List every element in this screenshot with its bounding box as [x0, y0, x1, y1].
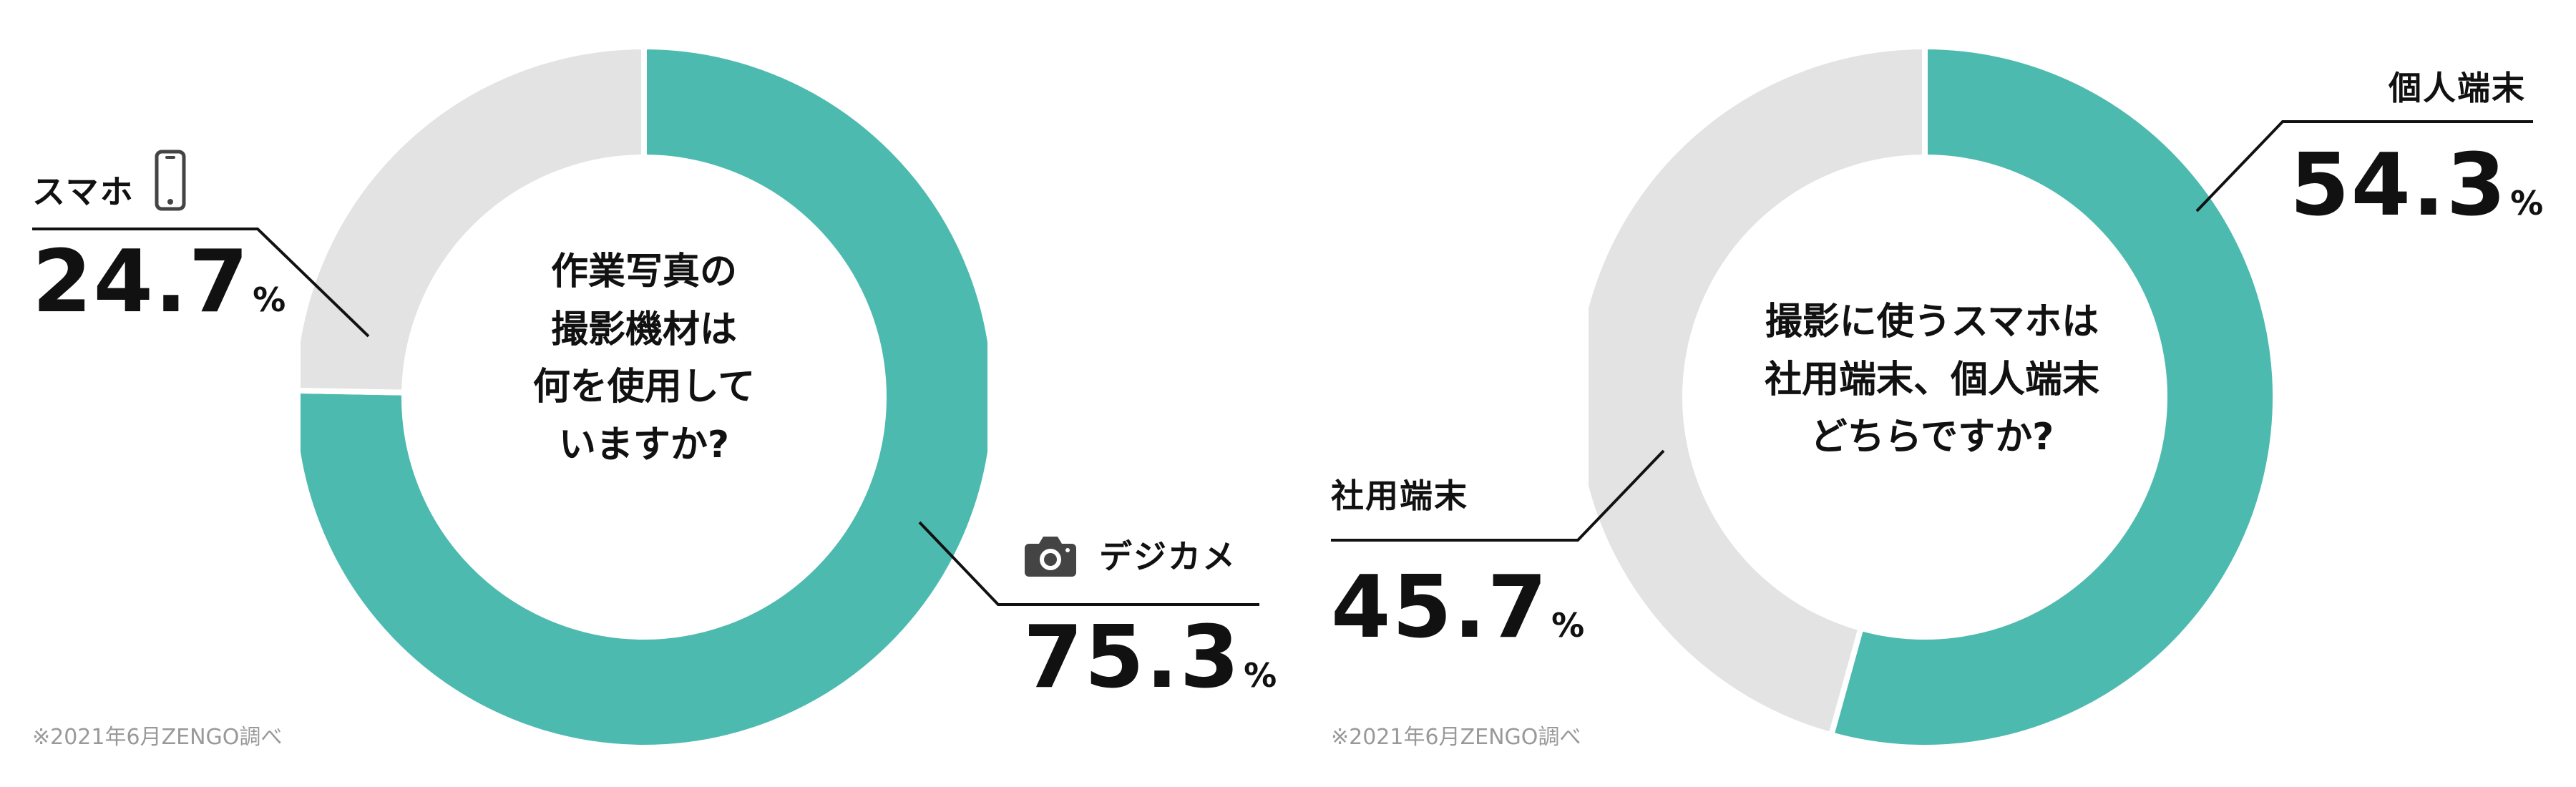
chart1-title: 作業写真の 撮影機材は 何を使用して いますか? [465, 243, 823, 474]
chart2-title: 撮影に使うスマホは 社用端末、個人端末 どちらですか? [1703, 293, 2161, 466]
value-text: 24.7 [32, 233, 250, 332]
chart2-slice-0 [1828, 43, 2275, 751]
category-text: スマホ [32, 172, 135, 211]
chart2-title-line: どちらですか? [1810, 416, 2054, 459]
category-text: 個人端末 [2389, 69, 2526, 107]
label-camera-value: 75.3% [1023, 615, 1278, 701]
source-note-1: ※2021年6月ZENGO調べ [32, 725, 283, 750]
unit-text: % [1244, 656, 1279, 695]
chart2-title-line: 撮影に使うスマホは [1765, 300, 2099, 343]
unit-text: % [2510, 184, 2545, 223]
label-smartphone-category: スマホ [32, 150, 186, 211]
donut-chart-device-type [1589, 43, 2275, 751]
label-personal-value: 54.3% [2290, 143, 2543, 229]
chart1-title-line: いますか? [558, 423, 730, 466]
chart1-title-line: 何を使用して [532, 366, 756, 409]
value-text: 45.7 [1331, 558, 1549, 658]
chart2-slice-1 [1589, 43, 1928, 739]
label-company-category: 社用端末 [1331, 479, 1468, 512]
donut-chart-equipment [301, 43, 987, 751]
source-note-2: ※2021年6月ZENGO調べ [1331, 725, 1581, 750]
label-personal-category: 個人端末 [2354, 72, 2526, 104]
label-camera-category: デジカメ [1023, 536, 1237, 578]
label-smartphone-value: 24.7% [32, 240, 287, 326]
category-text: 社用端末 [1331, 476, 1468, 515]
chart1-slice-0 [301, 43, 987, 751]
chart1-title-line: 撮影機材は [550, 308, 737, 351]
unit-text: % [253, 280, 288, 319]
unit-text: % [1551, 606, 1586, 645]
category-text: デジカメ [1099, 537, 1237, 576]
value-text: 54.3 [2290, 136, 2508, 235]
chart2-title-line: 社用端末、個人端末 [1764, 358, 2099, 401]
chart1-title-line: 作業写真の [550, 250, 737, 293]
value-text: 75.3 [1023, 608, 1241, 708]
label-company-value: 45.7% [1331, 565, 1586, 651]
camera-icon [1025, 536, 1076, 577]
smartphone-icon [155, 150, 186, 210]
chart1-slice-1 [301, 43, 647, 396]
